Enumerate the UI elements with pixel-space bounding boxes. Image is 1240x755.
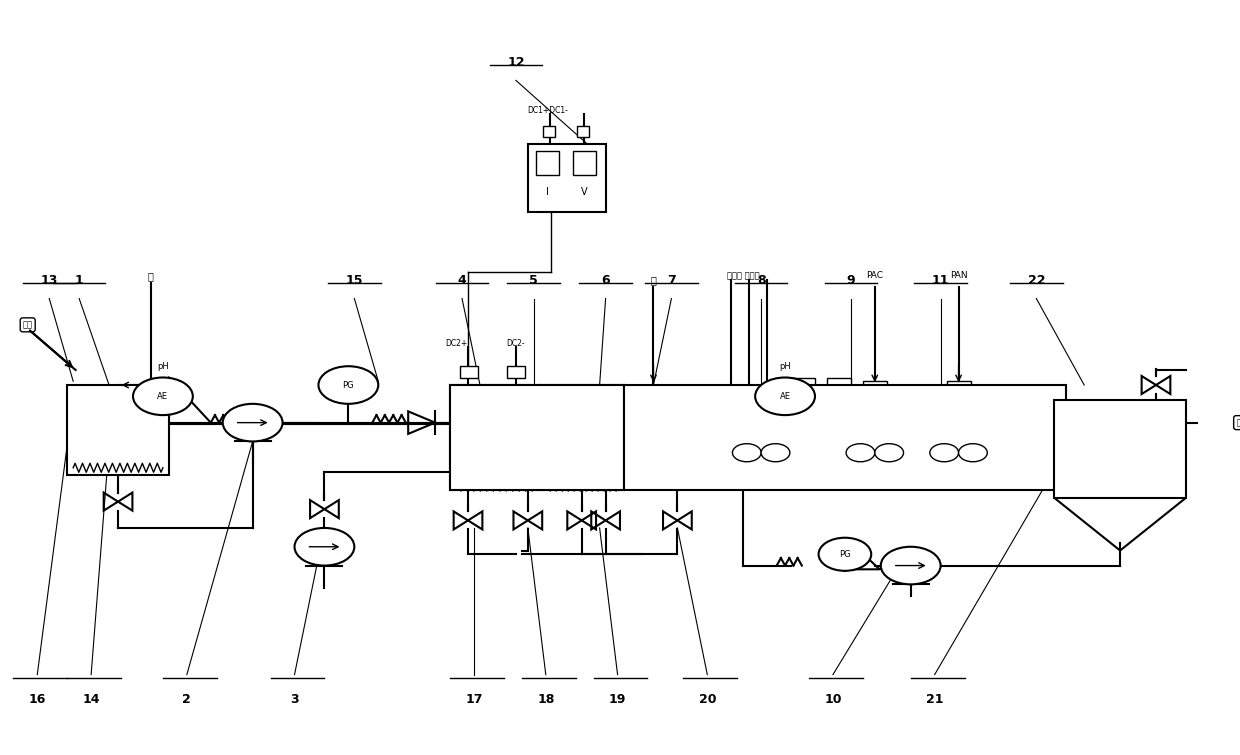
Bar: [946, 381, 971, 411]
Bar: [528, 144, 605, 212]
Text: 14: 14: [82, 693, 100, 707]
Bar: [539, 385, 624, 490]
Bar: [863, 381, 887, 411]
Text: 12: 12: [507, 56, 525, 69]
Circle shape: [755, 378, 815, 415]
Text: 进水: 进水: [22, 320, 32, 329]
Circle shape: [223, 404, 283, 442]
Circle shape: [133, 378, 193, 415]
Bar: [67, 385, 169, 476]
Bar: [791, 378, 815, 408]
Bar: [624, 385, 1066, 490]
Text: 7: 7: [667, 274, 676, 287]
Circle shape: [846, 444, 874, 462]
Text: 氧化镁 催化剂: 氧化镁 催化剂: [727, 272, 760, 280]
Text: 碱: 碱: [148, 271, 154, 281]
Bar: [827, 378, 851, 408]
Bar: [1060, 430, 1180, 482]
Bar: [507, 366, 526, 378]
Bar: [543, 125, 556, 137]
Text: 19: 19: [609, 693, 626, 707]
Text: 10: 10: [825, 693, 842, 707]
Text: PG: PG: [342, 381, 355, 390]
Text: 5: 5: [529, 274, 538, 287]
Text: 21: 21: [926, 693, 944, 707]
Text: V: V: [582, 186, 588, 197]
Text: 出水: 出水: [1236, 418, 1240, 427]
Text: DC2+: DC2+: [445, 339, 467, 348]
Text: DC2-: DC2-: [507, 339, 526, 348]
Text: 22: 22: [1028, 274, 1045, 287]
Bar: [573, 151, 596, 174]
Text: 碱: 碱: [651, 275, 656, 285]
Circle shape: [319, 366, 378, 404]
Text: AE: AE: [157, 392, 169, 401]
Text: PAN: PAN: [950, 272, 967, 280]
Text: 9: 9: [847, 274, 856, 287]
Circle shape: [295, 528, 355, 565]
Text: 8: 8: [756, 274, 765, 287]
Circle shape: [930, 444, 959, 462]
Circle shape: [959, 444, 987, 462]
Text: pH: pH: [779, 362, 791, 371]
Text: DC1+DC1-: DC1+DC1-: [527, 106, 568, 115]
Bar: [456, 400, 533, 476]
Text: 4: 4: [458, 274, 466, 287]
Circle shape: [880, 547, 941, 584]
Text: 20: 20: [698, 693, 715, 707]
Circle shape: [733, 444, 761, 462]
Text: 6: 6: [601, 274, 610, 287]
Text: 3: 3: [290, 693, 299, 707]
Text: pH: pH: [157, 362, 169, 371]
Text: AE: AE: [780, 392, 791, 401]
Text: 16: 16: [29, 693, 46, 707]
Bar: [577, 125, 589, 137]
Bar: [450, 385, 624, 490]
Text: 1: 1: [74, 274, 83, 287]
Text: 2: 2: [182, 693, 191, 707]
Text: 17: 17: [465, 693, 482, 707]
Bar: [1054, 400, 1185, 498]
Text: PG: PG: [839, 550, 851, 559]
Text: I: I: [546, 186, 549, 197]
Bar: [450, 385, 539, 490]
Text: 18: 18: [537, 693, 554, 707]
Text: 15: 15: [346, 274, 363, 287]
Bar: [536, 151, 559, 174]
Text: 11: 11: [932, 274, 950, 287]
Bar: [460, 366, 477, 378]
Circle shape: [818, 538, 872, 571]
Text: 13: 13: [41, 274, 58, 287]
Circle shape: [874, 444, 904, 462]
Circle shape: [761, 444, 790, 462]
Text: PAC: PAC: [867, 272, 883, 280]
